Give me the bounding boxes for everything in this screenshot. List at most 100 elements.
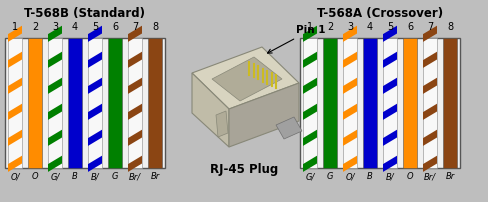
Polygon shape [303, 52, 316, 68]
Polygon shape [303, 156, 316, 172]
Polygon shape [342, 26, 356, 42]
Polygon shape [216, 111, 227, 137]
Polygon shape [8, 52, 22, 68]
Bar [323, 38, 336, 168]
Text: Br/: Br/ [129, 172, 141, 181]
Text: 1: 1 [12, 22, 18, 32]
Text: 6: 6 [406, 22, 412, 32]
Polygon shape [192, 47, 298, 109]
Bar [88, 38, 102, 168]
Polygon shape [48, 52, 62, 68]
Bar [303, 38, 316, 168]
Polygon shape [88, 104, 102, 120]
Polygon shape [212, 57, 282, 101]
Bar [402, 38, 416, 168]
Text: B/: B/ [385, 172, 393, 181]
Polygon shape [228, 83, 298, 147]
Text: 6: 6 [112, 22, 118, 32]
Polygon shape [303, 26, 316, 42]
Polygon shape [422, 52, 436, 68]
Polygon shape [8, 26, 22, 42]
Text: 4: 4 [366, 22, 372, 32]
Text: O/: O/ [10, 172, 20, 181]
Text: O: O [406, 172, 412, 181]
Polygon shape [382, 26, 396, 42]
Text: Br/: Br/ [423, 172, 435, 181]
Text: G/: G/ [50, 172, 60, 181]
Text: 2: 2 [32, 22, 38, 32]
Bar [128, 38, 142, 168]
Text: 2: 2 [326, 22, 332, 32]
Polygon shape [88, 26, 102, 42]
Bar [28, 38, 42, 168]
Text: G/: G/ [305, 172, 314, 181]
Polygon shape [275, 117, 302, 139]
Text: Pin 1: Pin 1 [267, 25, 325, 53]
Text: 3: 3 [52, 22, 58, 32]
Polygon shape [128, 78, 142, 94]
Polygon shape [382, 78, 396, 94]
Polygon shape [88, 52, 102, 68]
Bar [148, 38, 162, 168]
Text: 8: 8 [446, 22, 452, 32]
Polygon shape [88, 130, 102, 146]
Polygon shape [8, 78, 22, 94]
Text: G: G [112, 172, 118, 181]
Polygon shape [422, 26, 436, 42]
Text: RJ-45 Plug: RJ-45 Plug [209, 163, 278, 176]
Text: 5: 5 [386, 22, 392, 32]
Polygon shape [342, 130, 356, 146]
Bar [342, 38, 356, 168]
Polygon shape [128, 52, 142, 68]
Polygon shape [382, 52, 396, 68]
Text: 7: 7 [132, 22, 138, 32]
Text: Br: Br [445, 172, 454, 181]
Polygon shape [422, 130, 436, 146]
Polygon shape [342, 52, 356, 68]
Polygon shape [48, 78, 62, 94]
Polygon shape [303, 130, 316, 146]
Polygon shape [422, 104, 436, 120]
Text: B: B [72, 172, 78, 181]
Polygon shape [88, 156, 102, 172]
Polygon shape [303, 78, 316, 94]
Text: T-568A (Crossover): T-568A (Crossover) [316, 7, 442, 20]
Bar [5, 38, 164, 168]
Polygon shape [8, 156, 22, 172]
Polygon shape [128, 130, 142, 146]
Text: O: O [32, 172, 38, 181]
Polygon shape [422, 156, 436, 172]
Polygon shape [48, 130, 62, 146]
Bar [68, 38, 82, 168]
Text: 3: 3 [346, 22, 352, 32]
Text: Br: Br [150, 172, 159, 181]
Text: 5: 5 [92, 22, 98, 32]
Text: 4: 4 [72, 22, 78, 32]
Text: B/: B/ [90, 172, 99, 181]
Polygon shape [382, 130, 396, 146]
Text: B: B [366, 172, 372, 181]
Polygon shape [382, 104, 396, 120]
Polygon shape [48, 156, 62, 172]
Polygon shape [342, 156, 356, 172]
Text: T-568B (Standard): T-568B (Standard) [24, 7, 145, 20]
Bar [442, 38, 456, 168]
Polygon shape [342, 104, 356, 120]
Polygon shape [382, 156, 396, 172]
Bar [362, 38, 376, 168]
Polygon shape [303, 104, 316, 120]
Text: 1: 1 [306, 22, 312, 32]
Polygon shape [128, 156, 142, 172]
Polygon shape [128, 26, 142, 42]
Polygon shape [48, 104, 62, 120]
Text: O/: O/ [345, 172, 354, 181]
Polygon shape [192, 73, 228, 147]
Text: 7: 7 [426, 22, 432, 32]
Polygon shape [422, 78, 436, 94]
Polygon shape [8, 130, 22, 146]
Polygon shape [8, 104, 22, 120]
Bar [382, 38, 396, 168]
Bar [299, 38, 459, 168]
Bar [422, 38, 436, 168]
Text: G: G [326, 172, 332, 181]
